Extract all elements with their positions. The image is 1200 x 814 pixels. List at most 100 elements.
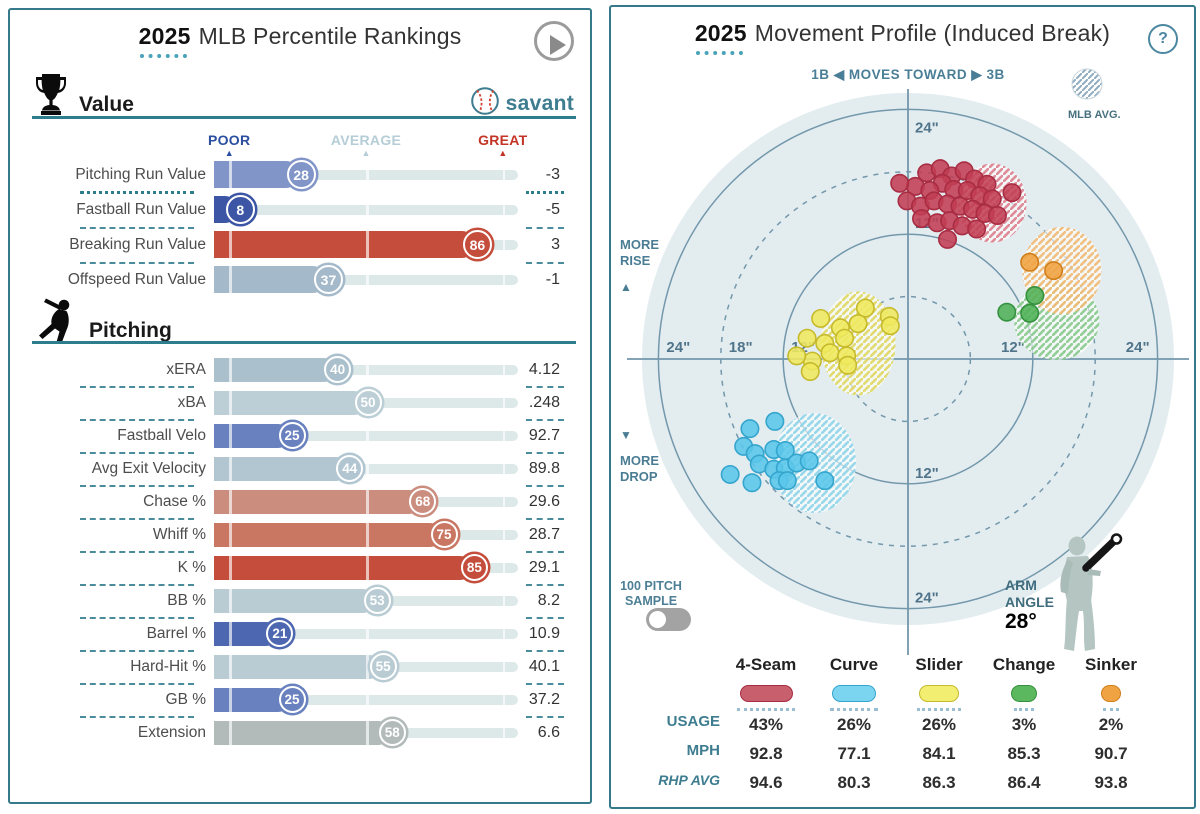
stat-value: 6.6 xyxy=(537,723,560,741)
row-separator xyxy=(526,261,564,264)
slider-pitch-dot[interactable] xyxy=(820,343,840,363)
ring-label: 24" xyxy=(666,339,690,356)
stat-label: K % xyxy=(177,558,206,576)
row-separator xyxy=(526,190,564,194)
percentile-bar[interactable]: 44 xyxy=(214,455,518,482)
rhp-avg-value: 80.3 xyxy=(837,773,871,792)
up-triangle-icon: ▲ xyxy=(620,280,632,294)
stat-value: .248 xyxy=(528,393,560,411)
percentile-bar[interactable]: 21 xyxy=(214,620,518,647)
pitch-color-swatch xyxy=(739,685,793,702)
stat-value: 29.6 xyxy=(528,492,560,510)
section-name: Value xyxy=(79,93,134,116)
savant-logo[interactable]: savant xyxy=(470,86,574,121)
stat-value: 29.1 xyxy=(528,558,560,576)
slider-pitch-dot[interactable] xyxy=(811,308,831,328)
usage-row-label: USAGE xyxy=(666,713,720,730)
percentile-bar[interactable]: 53 xyxy=(214,587,518,614)
stat-value: -5 xyxy=(545,200,560,218)
hatch-circle-icon xyxy=(1070,68,1104,105)
curve-pitch-dot[interactable] xyxy=(799,451,819,471)
change-pitch-dot[interactable] xyxy=(1025,286,1045,306)
percentile-badge: 68 xyxy=(409,488,437,515)
row-separator xyxy=(80,517,194,520)
percentile-bar[interactable]: 25 xyxy=(214,422,518,449)
row-separator xyxy=(526,550,564,553)
percentile-bar[interactable]: 58 xyxy=(214,719,518,746)
stat-label: Whiff % xyxy=(152,525,206,543)
slider-pitch-dot[interactable] xyxy=(800,361,820,381)
stat-value: -1 xyxy=(545,270,560,288)
stat-label: BB % xyxy=(167,591,206,609)
4-seam-pitch-dot[interactable] xyxy=(890,173,910,193)
curve-pitch-dot[interactable] xyxy=(815,471,835,491)
percentile-bar[interactable]: 28 xyxy=(214,160,518,189)
usage-value: 26% xyxy=(836,715,872,734)
slider-pitch-dot[interactable] xyxy=(848,314,868,334)
change-pitch-dot[interactable] xyxy=(997,302,1017,322)
change-pitch-dot[interactable] xyxy=(1020,303,1040,323)
slider-pitch-dot[interactable] xyxy=(787,346,807,366)
percentile-row: Barrel % 21 10.9 xyxy=(10,617,590,652)
4-seam-pitch-dot[interactable] xyxy=(987,205,1007,225)
percentile-bar[interactable]: 86 xyxy=(214,230,518,259)
percentile-bar[interactable]: 25 xyxy=(214,686,518,713)
percentile-badge: 53 xyxy=(363,587,391,614)
percentile-row: Chase % 68 29.6 xyxy=(10,485,590,520)
pitch-column-change: Change 3% 85.3 86.4 xyxy=(979,655,1069,793)
percentile-badge: 58 xyxy=(378,719,406,746)
percentile-row: xERA 40 4.12 xyxy=(10,353,590,388)
pitch-name: Curve xyxy=(829,655,879,674)
toggle-knob xyxy=(649,611,666,628)
play-button[interactable] xyxy=(534,21,574,61)
slider-pitch-dot[interactable] xyxy=(835,328,855,348)
movement-chart: 24"12"12"24"24"18"12"12"24" xyxy=(627,89,1189,655)
stat-label: Offspeed Run Value xyxy=(67,270,206,288)
curve-pitch-dot[interactable] xyxy=(720,464,740,484)
4-seam-pitch-dot[interactable] xyxy=(1002,183,1022,203)
pitch-color-swatch xyxy=(832,685,876,702)
stat-label: Chase % xyxy=(143,492,206,510)
curve-pitch-dot[interactable] xyxy=(765,411,785,431)
slider-pitch-dot[interactable] xyxy=(838,355,858,375)
section-divider xyxy=(32,341,576,344)
percentile-row: Pitching Run Value 28 -3 xyxy=(10,157,590,194)
4-seam-pitch-dot[interactable] xyxy=(938,229,958,249)
sinker-pitch-dot[interactable] xyxy=(1020,252,1040,272)
slider-pitch-dot[interactable] xyxy=(855,298,875,318)
row-separator xyxy=(526,385,564,388)
slider-pitch-dot[interactable] xyxy=(880,316,900,336)
pitch-color-swatch xyxy=(1101,685,1121,702)
pitch-color-swatch xyxy=(919,685,959,702)
curve-pitch-dot[interactable] xyxy=(777,471,797,491)
section-divider xyxy=(32,116,576,119)
rhp-avg-value: 94.6 xyxy=(749,773,783,792)
sinker-pitch-dot[interactable] xyxy=(1044,261,1064,281)
percentile-bar[interactable]: 37 xyxy=(214,265,518,294)
percentile-bar[interactable]: 85 xyxy=(214,554,518,581)
pitch-sample-toggle[interactable] xyxy=(646,608,691,631)
curve-pitch-dot[interactable] xyxy=(742,473,762,493)
curve-pitch-dot[interactable] xyxy=(740,419,760,439)
slider-pitch-dot[interactable] xyxy=(797,328,817,348)
dotted-underline xyxy=(917,708,961,711)
percentile-row: GB % 25 37.2 xyxy=(10,683,590,718)
value-section-header: Value xyxy=(34,72,134,121)
percentile-bar[interactable]: 40 xyxy=(214,356,518,383)
percentile-bar[interactable]: 55 xyxy=(214,653,518,680)
pitch-name: 4-Seam xyxy=(735,655,797,674)
percentile-bar[interactable]: 75 xyxy=(214,521,518,548)
stat-label: Breaking Run Value xyxy=(69,235,206,253)
stat-label: Barrel % xyxy=(146,624,206,642)
percentile-bar[interactable]: 68 xyxy=(214,488,518,515)
percentile-badge: 55 xyxy=(369,653,397,680)
4-seam-pitch-dot[interactable] xyxy=(967,219,987,239)
4-seam-pitch-dot[interactable] xyxy=(912,209,932,229)
percentile-row: K % 85 29.1 xyxy=(10,551,590,586)
percentile-bar[interactable]: 50 xyxy=(214,389,518,416)
percentile-bar[interactable]: 8 xyxy=(214,195,518,224)
percentile-rankings-panel: 2025 MLB Percentile Rankings Value savant xyxy=(8,8,592,804)
scale-marker: GREAT ▲ xyxy=(478,132,528,158)
help-button[interactable]: ? xyxy=(1148,24,1178,54)
stat-label: GB % xyxy=(165,690,206,708)
